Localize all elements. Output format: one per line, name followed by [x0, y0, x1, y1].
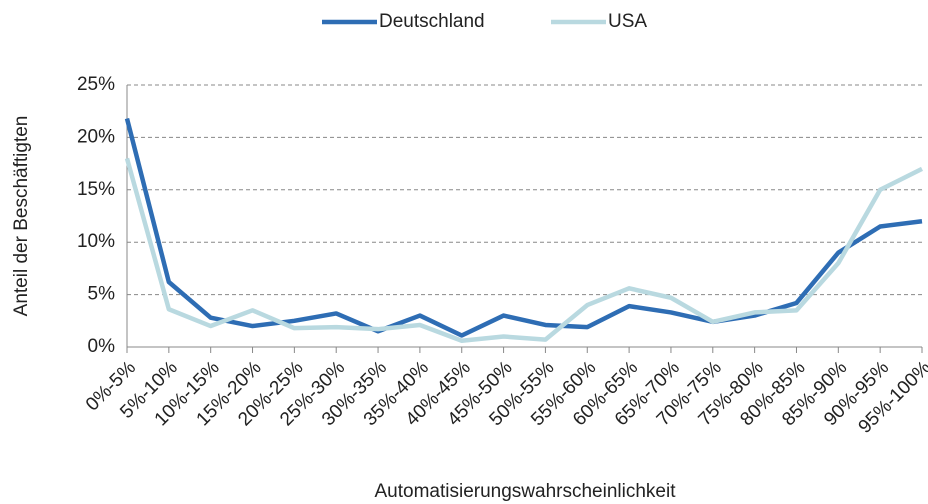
y-axis-label: Anteil der Beschäftigten	[11, 116, 32, 317]
y-tick-label: 15%	[77, 179, 115, 200]
y-tick-label: 20%	[77, 126, 115, 147]
y-tick-label: 0%	[88, 336, 116, 357]
y-tick-label: 5%	[88, 284, 116, 305]
series-line	[124, 117, 923, 338]
legend-label: Deutschland	[379, 11, 485, 32]
series-line	[124, 157, 924, 343]
x-axis-label: Automatisierungswahrscheinlichkeit	[375, 481, 677, 502]
legend-label: USA	[608, 11, 647, 32]
y-tick-label: 10%	[77, 231, 115, 252]
y-tick-label: 25%	[77, 74, 115, 95]
